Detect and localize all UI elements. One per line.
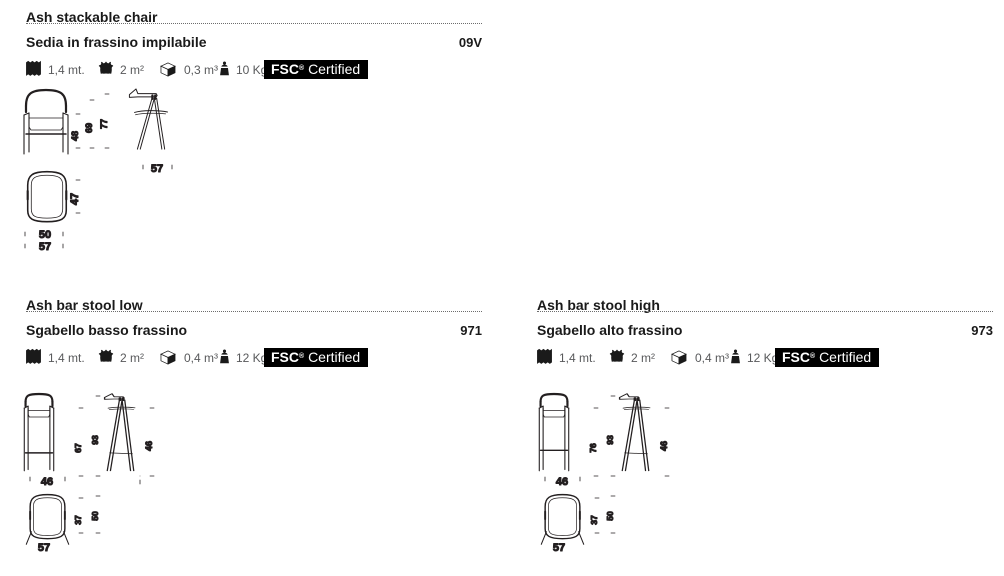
svg-text:57: 57 [553, 542, 565, 554]
svg-text:93: 93 [605, 435, 615, 445]
svg-text:50: 50 [605, 511, 615, 521]
svg-text:46: 46 [556, 476, 568, 488]
svg-text:46: 46 [659, 441, 669, 451]
svg-text:76: 76 [588, 443, 598, 453]
svg-text:37: 37 [589, 515, 599, 525]
